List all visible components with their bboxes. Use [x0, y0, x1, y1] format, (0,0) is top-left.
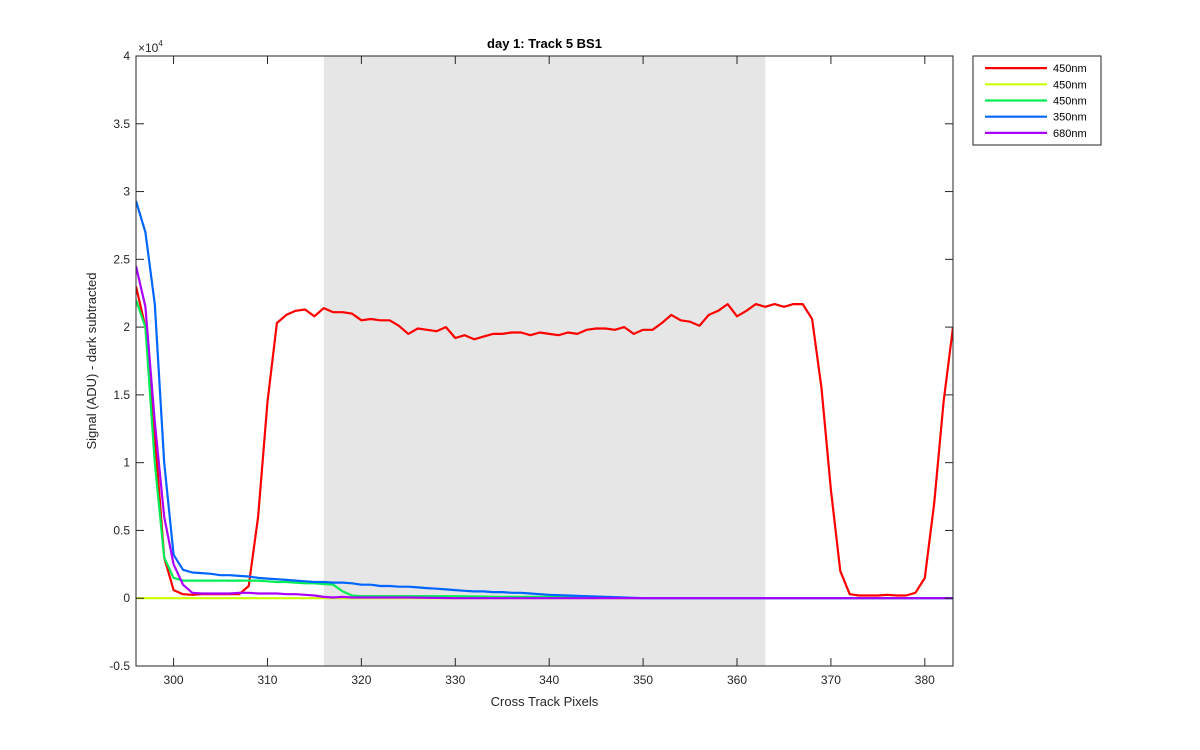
series-line-1 — [136, 286, 953, 597]
series-layer — [136, 200, 953, 600]
y-tick-label: -0.5 — [109, 659, 130, 673]
y-tick-label: 3.5 — [113, 117, 130, 131]
chart-title: day 1: Track 5 BS1 — [487, 36, 602, 51]
y-axis-label: Signal (ADU) - dark subtracted — [84, 272, 99, 449]
y-exponent-power: 4 — [158, 39, 163, 48]
series-line-4 — [136, 200, 953, 600]
x-tick-label: 330 — [445, 673, 465, 687]
x-tick-label: 320 — [351, 673, 371, 687]
x-tick-label: 370 — [821, 673, 841, 687]
y-tick-label: 1.5 — [113, 388, 130, 402]
x-tick-label: 360 — [727, 673, 747, 687]
series-line-3 — [136, 299, 953, 600]
legend-entry-label: 450nm — [1053, 79, 1087, 91]
x-tick-label: 380 — [915, 673, 935, 687]
legend-entry-label: 350nm — [1053, 112, 1087, 124]
ticks — [136, 55, 953, 667]
tick-labels: 300 310 320 330 340 350 360 370 380 -0.5 0 0.5 1 1.5 2… — [109, 49, 935, 687]
y-tick-label: 4 — [123, 49, 130, 63]
x-tick-label: 340 — [539, 673, 559, 687]
y-tick-label: 0.5 — [113, 523, 130, 537]
y-tick-label: 1 — [123, 456, 130, 470]
x-tick-label: 300 — [164, 673, 184, 687]
legend-entry-label: 680nm — [1053, 128, 1087, 140]
y-axis-exponent: ×104 — [138, 39, 163, 55]
legend-entry-label: 450nm — [1053, 96, 1087, 108]
y-exponent-base: ×10 — [138, 41, 159, 55]
x-tick-label: 350 — [633, 673, 653, 687]
shaded-region-layer — [323, 56, 766, 666]
y-tick-label: 3 — [123, 185, 130, 199]
y-tick-label: 2.5 — [113, 252, 130, 266]
legend-entry-label: 450nm — [1053, 63, 1087, 75]
y-tick-label: 0 — [123, 591, 130, 605]
series-line-5 — [136, 265, 953, 600]
y-tick-label: 2 — [123, 320, 130, 334]
legend: 450nm 450nm 450nm 350nm 680nm — [972, 55, 1102, 146]
plot-frame — [135, 55, 954, 667]
x-axis-label: Cross Track Pixels — [491, 694, 599, 709]
x-tick-label: 310 — [257, 673, 277, 687]
shaded-region — [323, 56, 766, 666]
